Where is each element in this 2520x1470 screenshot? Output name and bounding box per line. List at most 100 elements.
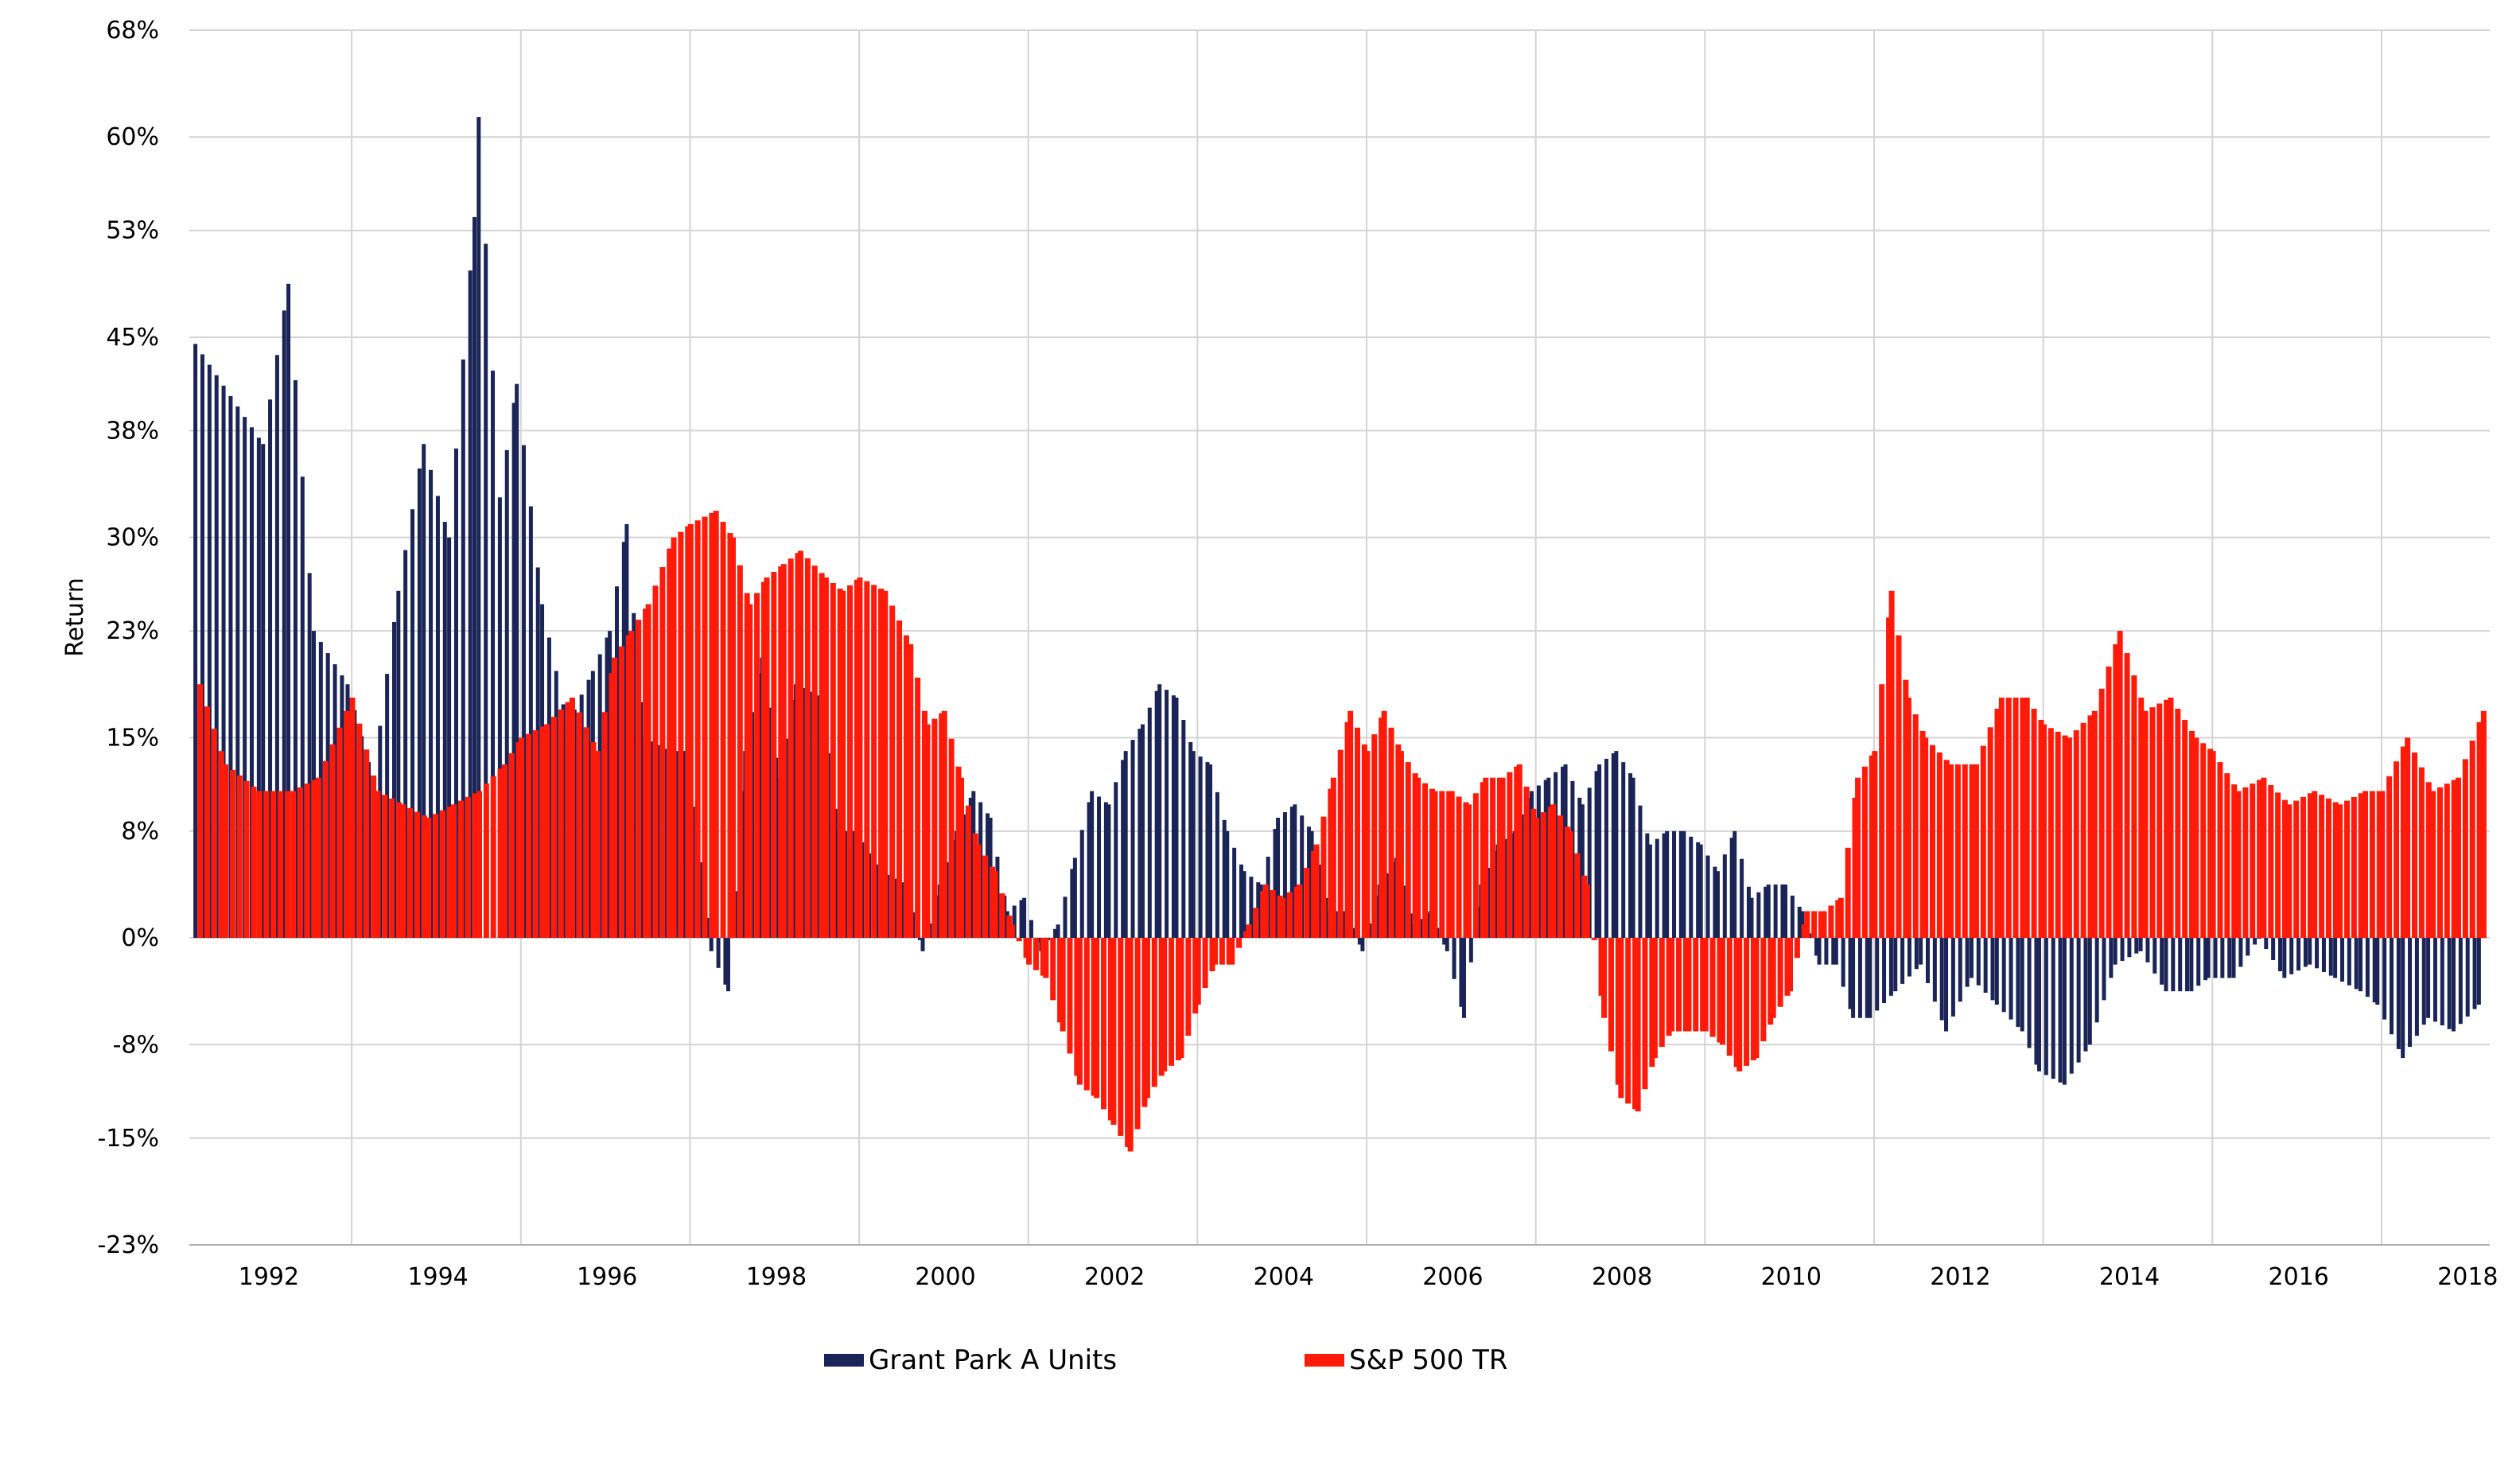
bar-sp500 — [1811, 911, 1818, 939]
bar-sp500 — [1855, 777, 1861, 939]
bar-sp500 — [882, 590, 889, 939]
bar-sp500 — [322, 760, 329, 939]
bar-grant-park — [2421, 938, 2426, 1025]
bar-sp500 — [1243, 931, 1249, 939]
bar-sp500 — [2250, 784, 2256, 939]
bar-grant-park — [1740, 858, 1744, 939]
bar-sp500 — [1202, 938, 1208, 988]
bar-sp500 — [2418, 767, 2425, 939]
bar-sp500 — [1954, 764, 1961, 939]
bar-sp500 — [1110, 938, 1117, 1125]
bar-grant-park — [2315, 938, 2320, 969]
bar-grant-park — [417, 468, 422, 939]
bar-sp500 — [1262, 884, 1269, 939]
bar-sp500 — [1717, 938, 1723, 1043]
bar-sp500 — [2325, 798, 2331, 939]
x-tick-label: 2004 — [1254, 1263, 1314, 1291]
bar-sp500 — [311, 780, 317, 939]
bar-sp500 — [1026, 938, 1032, 965]
bar-sp500 — [1354, 727, 1360, 939]
bar-sp500 — [1530, 808, 1537, 939]
bar-sp500 — [2394, 761, 2399, 939]
bar-sp500 — [687, 523, 694, 939]
bar-grant-park — [256, 438, 261, 939]
bar-sp500 — [1118, 938, 1124, 1136]
bar-grant-park — [1174, 698, 1179, 939]
bar-sp500 — [490, 776, 496, 939]
bar-sp500 — [1076, 938, 1083, 1085]
bar-sp500 — [1514, 766, 1520, 939]
bar-sp500 — [854, 579, 860, 939]
bar-sp500 — [278, 791, 284, 939]
bar-sp500 — [251, 786, 257, 939]
bar-grant-park — [2278, 938, 2283, 972]
bar-sp500 — [1659, 938, 1665, 1048]
bar-sp500 — [426, 818, 432, 939]
bar-grant-park — [1079, 830, 1084, 939]
bar-sp500 — [1371, 734, 1378, 939]
bar-grant-park — [1834, 938, 1838, 965]
bar-sp500 — [457, 800, 464, 939]
bar-grant-park — [2308, 938, 2312, 965]
bar-grant-park — [1442, 938, 1447, 945]
bar-grant-park — [200, 354, 204, 939]
bar-sp500 — [2286, 804, 2292, 939]
bar-sp500 — [1973, 764, 1979, 939]
bar-grant-park — [1614, 751, 1619, 939]
bar-grant-park — [1800, 911, 1805, 939]
bar-grant-park — [1824, 938, 1829, 965]
bar-sp500 — [1669, 938, 1675, 1032]
bar-sp500 — [1057, 938, 1064, 1023]
bar-grant-park — [2264, 938, 2269, 950]
bar-sp500 — [671, 537, 677, 939]
bar-sp500 — [2189, 730, 2195, 939]
x-tick-label: 2014 — [2099, 1263, 2160, 1291]
bar-grant-park — [1022, 897, 1027, 939]
bar-sp500 — [2231, 784, 2238, 939]
bar-grant-park — [1232, 847, 1237, 939]
bar-sp500 — [1348, 710, 1354, 939]
bar-sp500 — [476, 791, 482, 939]
bar-sp500 — [1770, 938, 1776, 1018]
bar-sp500 — [1598, 938, 1604, 996]
y-tick-label: 23% — [106, 617, 159, 645]
bar-grant-park — [1939, 938, 1944, 1021]
bar-sp500 — [576, 712, 582, 939]
bar-sp500 — [1726, 938, 1732, 1056]
y-tick-label: -15% — [97, 1125, 159, 1153]
bar-grant-park — [2333, 938, 2338, 978]
bar-grant-park — [1249, 877, 1254, 939]
bar-sp500 — [590, 741, 597, 939]
bar-sp500 — [837, 588, 843, 939]
bar-sp500 — [744, 593, 750, 939]
bar-grant-park — [522, 445, 527, 939]
bar-sp500 — [2282, 799, 2289, 939]
bar-sp500 — [1125, 938, 1131, 1147]
bar-sp500 — [2379, 791, 2386, 939]
bar-grant-park — [2051, 938, 2055, 1079]
bar-sp500 — [1886, 617, 1892, 939]
x-tick-label: 1996 — [577, 1263, 637, 1291]
bar-sp500 — [1929, 745, 1935, 939]
bar-grant-park — [511, 402, 516, 939]
bar-sp500 — [2358, 793, 2364, 939]
bar-grant-park — [716, 938, 721, 968]
bar-grant-park — [484, 243, 488, 939]
bar-sp500 — [1760, 938, 1767, 1042]
bar-sp500 — [685, 526, 691, 939]
bar-sp500 — [315, 777, 321, 939]
bar-sp500 — [1581, 875, 1588, 939]
bar-sp500 — [1872, 751, 1878, 939]
bar-grant-park — [1678, 830, 1683, 939]
bar-grant-park — [2196, 938, 2201, 986]
bar-grant-park — [2213, 938, 2218, 978]
bar-grant-park — [207, 364, 212, 939]
bar-sp500 — [389, 798, 395, 939]
bar-grant-park — [307, 573, 312, 939]
bar-grant-park — [250, 427, 255, 939]
bar-grant-park — [1215, 791, 1219, 939]
bar-sp500 — [1169, 938, 1175, 1066]
bar-grant-park — [1950, 938, 1955, 1017]
bar-sp500 — [433, 814, 439, 939]
bar-sp500 — [747, 604, 753, 939]
